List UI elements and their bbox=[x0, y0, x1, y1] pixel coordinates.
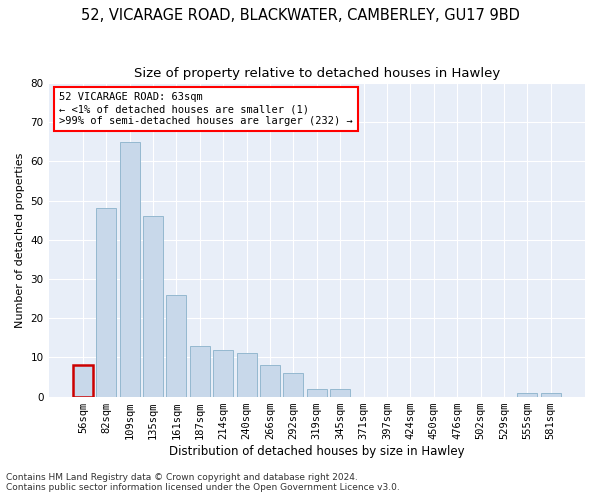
Bar bbox=[213, 350, 233, 397]
Title: Size of property relative to detached houses in Hawley: Size of property relative to detached ho… bbox=[134, 68, 500, 80]
Text: Contains HM Land Registry data © Crown copyright and database right 2024.
Contai: Contains HM Land Registry data © Crown c… bbox=[6, 473, 400, 492]
Bar bbox=[236, 354, 257, 397]
X-axis label: Distribution of detached houses by size in Hawley: Distribution of detached houses by size … bbox=[169, 444, 464, 458]
Bar bbox=[541, 392, 560, 396]
Bar bbox=[143, 216, 163, 396]
Bar bbox=[97, 208, 116, 396]
Bar bbox=[73, 365, 93, 396]
Bar bbox=[120, 142, 140, 397]
Text: 52 VICARAGE ROAD: 63sqm
← <1% of detached houses are smaller (1)
>99% of semi-de: 52 VICARAGE ROAD: 63sqm ← <1% of detache… bbox=[59, 92, 353, 126]
Bar bbox=[307, 388, 327, 396]
Bar bbox=[517, 392, 537, 396]
Bar bbox=[330, 388, 350, 396]
Bar bbox=[190, 346, 210, 397]
Bar bbox=[260, 365, 280, 396]
Y-axis label: Number of detached properties: Number of detached properties bbox=[15, 152, 25, 328]
Text: 52, VICARAGE ROAD, BLACKWATER, CAMBERLEY, GU17 9BD: 52, VICARAGE ROAD, BLACKWATER, CAMBERLEY… bbox=[80, 8, 520, 22]
Bar bbox=[283, 373, 304, 396]
Bar bbox=[166, 294, 187, 396]
